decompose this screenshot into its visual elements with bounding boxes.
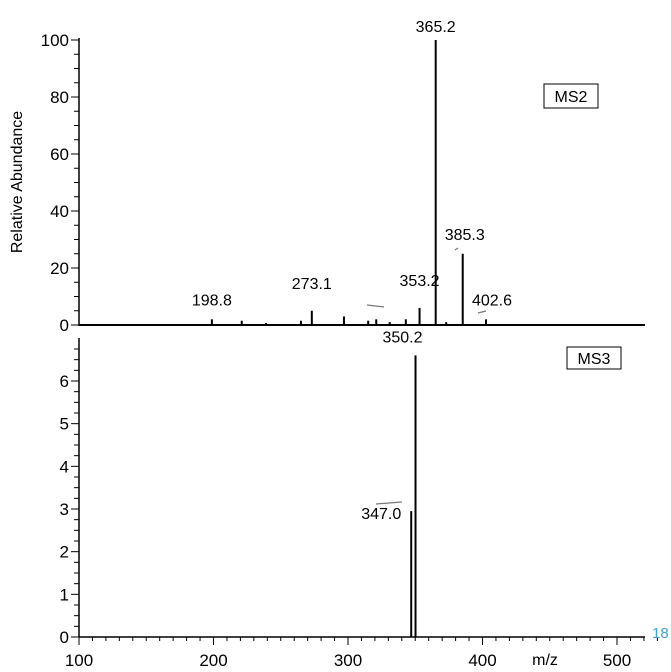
ms2-peak-label-365.2: 365.2 (416, 19, 456, 36)
leader-line-347 (375, 501, 403, 505)
ms3-y-tick-label: 4 (60, 457, 69, 476)
ms2-panel: 0 20 40 60 80 100 198.8 273.1 353.2 365.2 385.3 40… (9, 19, 645, 335)
ms2-label: MS2 (555, 89, 588, 106)
ms2-peak-label-402.6: 402.6 (472, 292, 512, 309)
x-tick-label: 200 (199, 651, 227, 670)
ms2-peak-label-273.1: 273.1 (292, 276, 332, 293)
ms3-peak-label-350.2: 350.2 (382, 329, 422, 346)
ms2-y-tick-label: 20 (50, 259, 69, 278)
x-axis-title: m/z (532, 652, 558, 669)
ms2-y-tick-label: 0 (60, 316, 69, 335)
leader-line-402 (477, 310, 487, 314)
y-axis-title: Relative Abundance (9, 111, 26, 253)
ms3-y-tick-label: 3 (60, 500, 69, 519)
ms2-peak-label-198.8: 198.8 (192, 292, 232, 309)
x-tick-label: 500 (603, 651, 631, 670)
x-tick-label: 400 (468, 651, 496, 670)
leader-line-385 (454, 247, 459, 251)
ms2-peak-label-385.3: 385.3 (445, 227, 485, 244)
page-number-fragment: 18 (652, 625, 669, 642)
leader-line-353 (366, 304, 385, 308)
ms2-peak-label-353.2: 353.2 (400, 273, 440, 290)
x-tick-label: 100 (65, 651, 93, 670)
ms2-y-tick-label: 60 (50, 145, 69, 164)
ms3-y-tick-label: 2 (60, 543, 69, 562)
ms3-panel: 0 1 2 3 4 5 6 100 200 300 400 500 347.0 350.2 MS3 m… (60, 329, 658, 670)
ms3-y-tick-label: 1 (60, 585, 69, 604)
ms2-y-tick-label: 100 (41, 31, 69, 50)
x-tick-label: 300 (334, 651, 362, 670)
ms3-y-tick-label: 6 (60, 372, 69, 391)
ms3-label: MS3 (578, 351, 611, 368)
ms2-label-box (543, 83, 599, 109)
ms3-label-box (566, 346, 622, 370)
ms3-peak-label-347.0: 347.0 (361, 506, 401, 523)
ms2-y-tick-label: 40 (50, 202, 69, 221)
ms3-y-tick-label: 0 (60, 628, 69, 647)
ms3-y-tick-label: 5 (60, 415, 69, 434)
ms2-y-tick-label: 80 (50, 88, 69, 107)
